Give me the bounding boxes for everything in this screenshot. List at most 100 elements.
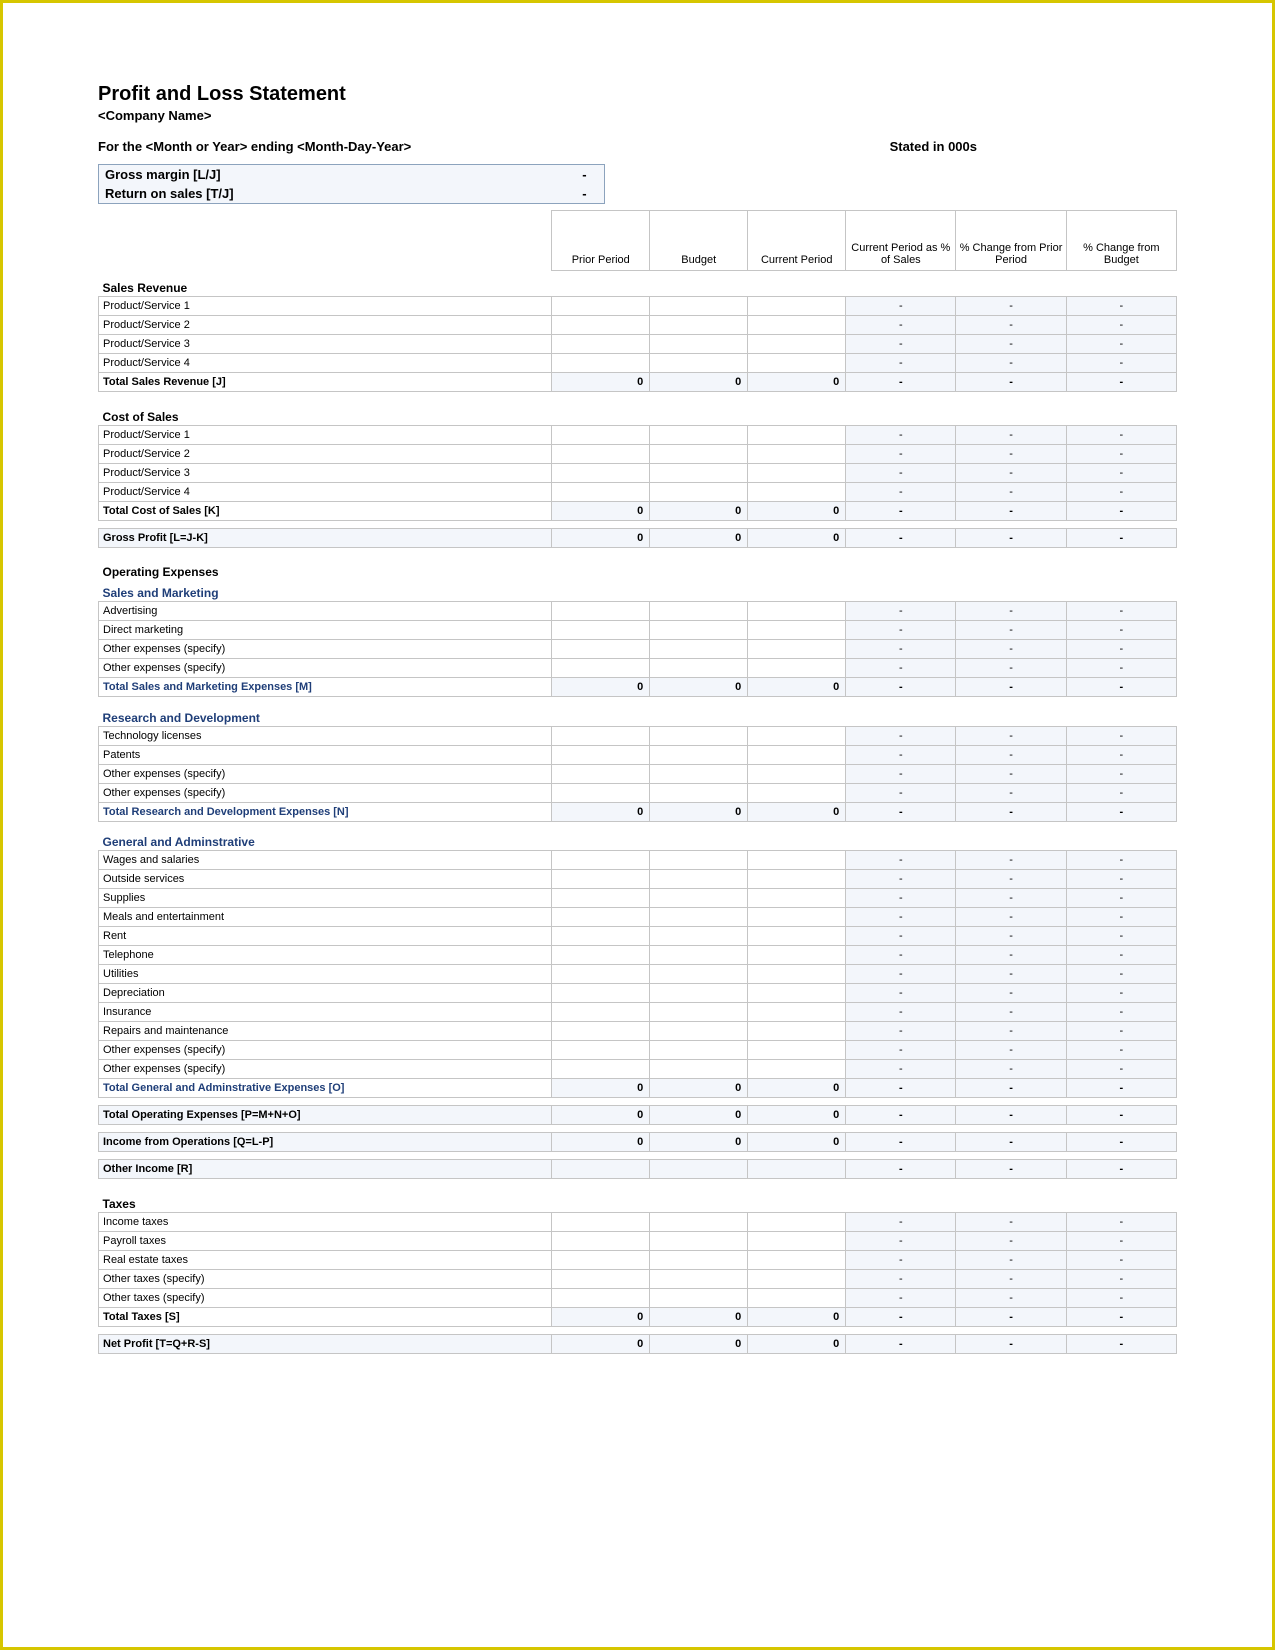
chg-budget-cell: - [1066, 444, 1176, 463]
pct-sales-cell: - [846, 316, 956, 335]
prior-cell [552, 482, 650, 501]
line-row: Product/Service 2--- [99, 316, 1177, 335]
chg-prior-cell: - [956, 870, 1066, 889]
chg-budget-cell: - [1066, 745, 1176, 764]
total-row: Total Cost of Sales [K]000--- [99, 501, 1177, 520]
page-title: Profit and Loss Statement [98, 83, 1177, 106]
chg-prior-cell: - [956, 373, 1066, 392]
budget-cell [650, 463, 748, 482]
line-row: Other expenses (specify)--- [99, 783, 1177, 802]
pct-sales-cell: - [846, 726, 956, 745]
chg-prior-cell: - [956, 1041, 1066, 1060]
budget-cell [650, 1250, 748, 1269]
chg-prior-cell: - [956, 1334, 1066, 1353]
pct-sales-cell: - [846, 444, 956, 463]
other-income-row: Other Income [R]--- [99, 1160, 1177, 1179]
row-label: Other expenses (specify) [99, 764, 552, 783]
pct-sales-cell: - [846, 965, 956, 984]
current-cell [748, 316, 846, 335]
budget-cell [650, 297, 748, 316]
chg-budget-cell: - [1066, 1288, 1176, 1307]
line-row: Other taxes (specify)--- [99, 1269, 1177, 1288]
line-row: Product/Service 3--- [99, 335, 1177, 354]
budget-cell [650, 1160, 748, 1179]
chg-prior-cell: - [956, 501, 1066, 520]
chg-budget-cell: - [1066, 528, 1176, 547]
section-title: Cost of Sales [99, 400, 1177, 426]
budget-cell [650, 482, 748, 501]
chg-prior-cell: - [956, 1212, 1066, 1231]
pct-sales-cell: - [846, 678, 956, 697]
line-row: Depreciation--- [99, 984, 1177, 1003]
total-label: Total Taxes [S] [99, 1307, 552, 1326]
period-row: For the <Month or Year> ending <Month-Da… [98, 139, 1177, 154]
sub-title: Research and Development [99, 705, 1177, 727]
current-cell [748, 1269, 846, 1288]
chg-budget-cell: - [1066, 783, 1176, 802]
current-cell [748, 783, 846, 802]
chg-prior-cell: - [956, 908, 1066, 927]
chg-prior-cell: - [956, 1269, 1066, 1288]
pct-sales-cell: - [846, 1250, 956, 1269]
pct-sales-cell: - [846, 501, 956, 520]
row-label: Patents [99, 745, 552, 764]
sub-title: General and Adminstrative [99, 829, 1177, 851]
current-cell [748, 640, 846, 659]
chg-prior-cell: - [956, 1160, 1066, 1179]
chg-budget-cell: - [1066, 602, 1176, 621]
current-cell [748, 927, 846, 946]
current-cell [748, 659, 846, 678]
line-row: Supplies--- [99, 889, 1177, 908]
chg-prior-cell: - [956, 1307, 1066, 1326]
prior-cell: 0 [552, 1079, 650, 1098]
line-row: Income taxes--- [99, 1212, 1177, 1231]
other-income-label: Other Income [R] [99, 1160, 552, 1179]
current-cell [748, 1231, 846, 1250]
chg-prior-cell: - [956, 1250, 1066, 1269]
pct-sales-cell: - [846, 528, 956, 547]
chg-prior-cell: - [956, 621, 1066, 640]
budget-cell [650, 946, 748, 965]
prior-cell: 0 [552, 373, 650, 392]
pct-sales-cell: - [846, 1231, 956, 1250]
prior-cell: 0 [552, 678, 650, 697]
chg-prior-cell: - [956, 851, 1066, 870]
prior-cell: 0 [552, 802, 650, 821]
budget-cell [650, 1003, 748, 1022]
total-row: Income from Operations [Q=L-P]000--- [99, 1133, 1177, 1152]
budget-cell: 0 [650, 1079, 748, 1098]
pct-sales-cell: - [846, 1060, 956, 1079]
total-row: Total Sales and Marketing Expenses [M]00… [99, 678, 1177, 697]
line-row: Other expenses (specify)--- [99, 1060, 1177, 1079]
budget-cell [650, 444, 748, 463]
opex-title: Operating Expenses [99, 555, 1177, 580]
line-row: Payroll taxes--- [99, 1231, 1177, 1250]
budget-cell [650, 1212, 748, 1231]
row-label: Wages and salaries [99, 851, 552, 870]
current-cell: 0 [748, 1133, 846, 1152]
row-label: Direct marketing [99, 621, 552, 640]
total-label: Gross Profit [L=J-K] [99, 528, 552, 547]
prior-cell [552, 1041, 650, 1060]
prior-cell [552, 425, 650, 444]
budget-cell [650, 908, 748, 927]
pct-sales-cell: - [846, 1160, 956, 1179]
col-chg-prior: % Change from Prior Period [956, 211, 1066, 271]
current-cell [748, 908, 846, 927]
current-cell [748, 745, 846, 764]
chg-budget-cell: - [1066, 659, 1176, 678]
chg-prior-cell: - [956, 1060, 1066, 1079]
prior-cell [552, 602, 650, 621]
current-cell [748, 1022, 846, 1041]
chg-budget-cell: - [1066, 501, 1176, 520]
row-label: Supplies [99, 889, 552, 908]
chg-budget-cell: - [1066, 463, 1176, 482]
prior-cell [552, 463, 650, 482]
row-label: Other expenses (specify) [99, 1041, 552, 1060]
row-label: Depreciation [99, 984, 552, 1003]
pct-sales-cell: - [846, 927, 956, 946]
chg-budget-cell: - [1066, 678, 1176, 697]
total-row: Total Taxes [S]000--- [99, 1307, 1177, 1326]
budget-cell [650, 889, 748, 908]
line-row: Product/Service 4--- [99, 482, 1177, 501]
